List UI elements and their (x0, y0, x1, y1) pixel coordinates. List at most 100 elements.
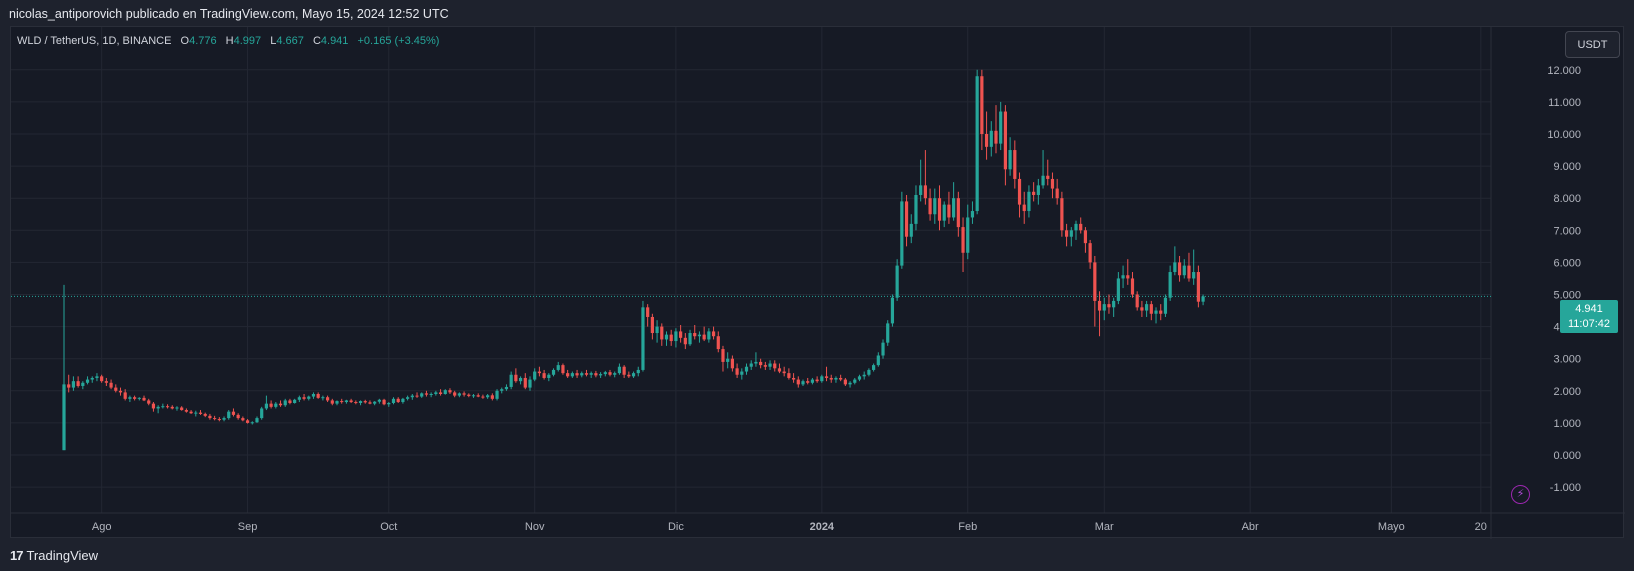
x-tick-label: 2024 (810, 521, 835, 533)
candle-body (316, 394, 320, 398)
candle-body (429, 394, 433, 396)
candle-body (650, 316, 654, 334)
candle-body (777, 368, 782, 372)
candle-body (919, 185, 923, 195)
candle-body (707, 331, 711, 340)
candle-body (1173, 262, 1177, 273)
candle-body (937, 198, 942, 221)
candle-body (566, 373, 570, 377)
y-tick-label: 8.000 (1553, 193, 1581, 205)
x-tick-label: Dic (668, 521, 684, 533)
candle-body (1102, 304, 1106, 311)
currency-unit-button[interactable]: USDT (1565, 31, 1620, 58)
candle-body (598, 374, 603, 376)
candle-body (862, 374, 866, 377)
candle-body (67, 384, 71, 388)
chart-pane[interactable]: 12.000 11.000 10.000 9.000 8.000 7.000 6.000 5.… (10, 26, 1625, 539)
candle-body (118, 390, 123, 393)
candle-body (970, 211, 975, 218)
y-tick-label: 2.000 (1553, 386, 1581, 398)
candle-body (245, 420, 250, 423)
candle-body (872, 365, 876, 370)
chart-attribution-header: nicolas_antiporovich publicado en Tradin… (9, 7, 449, 21)
candle-body (1196, 272, 1200, 302)
candle-body (500, 389, 504, 391)
candle-body (994, 130, 998, 144)
candle-body (420, 393, 424, 397)
candle-body (1159, 310, 1163, 314)
candle-body (999, 111, 1003, 144)
candle-body (1069, 230, 1073, 237)
candle-body (1145, 304, 1149, 311)
last-price-label: 4.941 11:07:42 (1560, 300, 1618, 333)
candle-body (471, 395, 476, 397)
candle-body (514, 374, 518, 382)
candle-body (349, 400, 353, 403)
tradingview-logo[interactable]: 17 TradingView (10, 548, 98, 563)
candle-body (325, 397, 330, 401)
candle-body (227, 411, 231, 419)
candle-body (424, 393, 429, 395)
candle-body (81, 382, 85, 386)
bar-countdown: 11:07:42 (1567, 318, 1610, 330)
candle-body (109, 382, 113, 388)
candle-body (984, 134, 989, 147)
candle-body (443, 390, 447, 395)
candle-body (100, 376, 104, 382)
candle-body (688, 333, 692, 345)
candle-body (613, 373, 617, 375)
candle-body (1182, 265, 1186, 276)
candle-body (815, 379, 819, 382)
candle-body (462, 393, 466, 395)
candle-body (749, 363, 753, 367)
candle-body (175, 407, 179, 409)
lightning-bolt-icon[interactable]: ⚡ (1511, 485, 1530, 504)
candle-body (354, 402, 358, 404)
candle-body (608, 372, 612, 375)
y-tick-label: 5.000 (1553, 290, 1581, 302)
candle-body (711, 331, 716, 337)
candle-body (260, 408, 264, 419)
candle-body (518, 377, 523, 382)
tradingview-mark-icon: 17 (10, 548, 24, 563)
candle-body (575, 373, 579, 376)
candle-body (829, 377, 833, 380)
candle-body (321, 397, 325, 399)
candle-body (391, 398, 396, 403)
candle-body (1149, 304, 1153, 314)
candle-body (740, 371, 744, 375)
candle-body (184, 410, 188, 412)
x-tick-label: Ago (92, 521, 112, 533)
candle-body (589, 373, 593, 375)
change-value: +0.165 (+3.45%) (357, 35, 440, 47)
candle-body (142, 397, 146, 401)
symbol-title[interactable]: WLD / TetherUS, 1D, BINANCE (17, 35, 172, 47)
candle-body (222, 418, 226, 420)
candle-body (302, 397, 306, 399)
candle-body (194, 412, 198, 414)
candle-body (114, 387, 118, 391)
candle-body (406, 397, 410, 399)
candle-body (980, 76, 984, 134)
candle-body (810, 379, 815, 383)
candle-body (467, 394, 471, 396)
candle-body (283, 400, 287, 406)
candlestick-chart[interactable]: 12.000 11.000 10.000 9.000 8.000 7.000 6.000 5.… (11, 27, 1625, 539)
candle-body (773, 363, 777, 369)
candle-body (1130, 278, 1135, 295)
candle-body (189, 411, 193, 414)
candle-body (344, 400, 349, 403)
candle-body (627, 374, 631, 377)
low-value: 4.667 (276, 35, 304, 47)
candle-body (791, 377, 796, 380)
candle-body (1041, 175, 1045, 186)
candle-body (1107, 304, 1111, 308)
candle-body (702, 334, 706, 340)
candle-body (956, 198, 960, 228)
x-tick-label: Abr (1242, 521, 1259, 533)
candle-body (293, 399, 297, 403)
candle-body (476, 395, 480, 397)
candle-body (1177, 262, 1182, 276)
y-tick-label: -1.000 (1550, 482, 1581, 494)
candle-body (457, 393, 461, 396)
